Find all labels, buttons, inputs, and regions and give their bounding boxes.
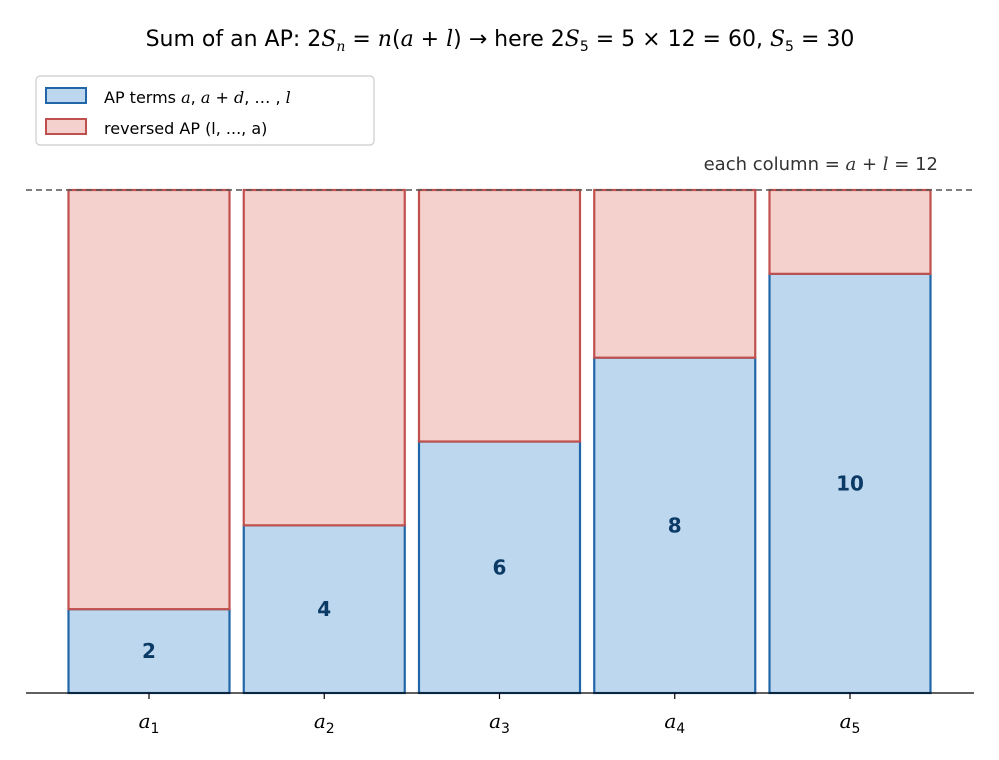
value-labels-group: 2 4 6 8 10	[142, 471, 864, 663]
legend-box	[35, 75, 375, 146]
bars-group	[67, 188, 932, 695]
value-label-a1: 2	[142, 639, 156, 663]
legend-swatch-ap	[45, 87, 87, 104]
x-ticks-group: a1 a2 a3 a4 a5	[139, 693, 861, 737]
legend-swatch-rev	[45, 118, 87, 135]
value-label-a4: 8	[668, 513, 682, 537]
x-tick-label-a4: a4	[664, 709, 685, 737]
x-tick-label-a5: a5	[840, 709, 861, 737]
value-label-a5: 10	[836, 471, 864, 495]
legend-label-ap: AP terms a, a + d, … , l	[104, 88, 291, 107]
bar-ap-a1	[67, 608, 231, 695]
bar-ap-a4	[593, 356, 757, 695]
bar-reversed-a3	[417, 188, 582, 443]
value-label-a2: 4	[317, 597, 331, 621]
bar-reversed-a2	[242, 188, 406, 527]
legend: AP terms a, a + d, … , l reversed AP (l,…	[35, 75, 375, 146]
bar-ap-a3	[417, 440, 582, 695]
x-tick-label-a1: a1	[139, 709, 160, 737]
bar-reversed-a5	[768, 188, 932, 275]
chart-title: Sum of an AP: 2Sn = n(a + l) → here 2S5 …	[146, 27, 855, 55]
x-tick-label-a3: a3	[489, 709, 510, 737]
bar-reversed-a4	[593, 188, 757, 359]
legend-label-rev: reversed AP (l, ..., a)	[104, 119, 267, 138]
value-label-a3: 6	[493, 555, 507, 579]
reference-line-label: each column = a + l = 12	[704, 154, 938, 175]
x-tick-label-a2: a2	[314, 709, 335, 737]
bar-reversed-a1	[67, 188, 231, 611]
